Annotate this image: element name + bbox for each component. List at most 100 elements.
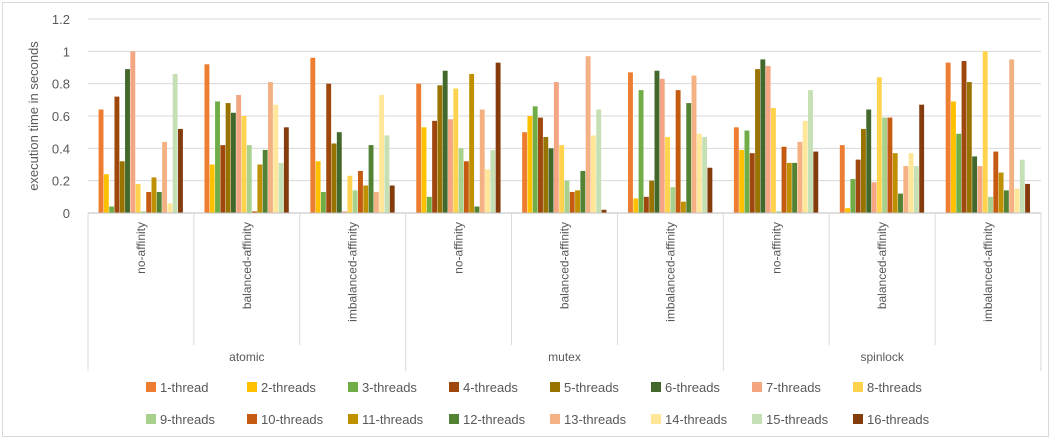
category-label: imbalanced-affinity bbox=[346, 222, 360, 322]
bar bbox=[919, 104, 925, 213]
bar bbox=[988, 196, 993, 213]
bar bbox=[156, 191, 162, 213]
y-tick-label: 1.2 bbox=[52, 12, 70, 27]
bar bbox=[358, 170, 363, 213]
legend-label: 3-threads bbox=[362, 380, 417, 395]
bar bbox=[781, 146, 787, 213]
bar bbox=[638, 90, 644, 213]
bar bbox=[961, 61, 967, 213]
legend-swatch bbox=[550, 382, 560, 392]
bar bbox=[564, 180, 570, 213]
bar bbox=[733, 127, 739, 213]
y-tick-label: 1 bbox=[63, 44, 70, 59]
bar bbox=[569, 191, 575, 213]
bar bbox=[257, 164, 263, 213]
group-label: mutex bbox=[548, 350, 581, 364]
bar bbox=[808, 90, 813, 213]
legend-label: 6-threads bbox=[665, 380, 720, 395]
bar bbox=[553, 82, 559, 213]
bar bbox=[744, 130, 750, 213]
legend-swatch bbox=[146, 382, 156, 392]
legend-label: 16-threads bbox=[867, 412, 930, 427]
bar bbox=[140, 211, 146, 213]
legend-swatch bbox=[348, 414, 358, 424]
bar bbox=[887, 117, 893, 213]
bar bbox=[114, 96, 120, 213]
bar bbox=[802, 120, 808, 213]
bar bbox=[490, 149, 496, 213]
bar bbox=[786, 162, 792, 213]
bar bbox=[898, 193, 903, 213]
bar bbox=[368, 145, 374, 213]
legend-label: 2-threads bbox=[261, 380, 316, 395]
legend-label: 4-threads bbox=[463, 380, 518, 395]
bar bbox=[268, 82, 273, 213]
bar bbox=[585, 56, 591, 214]
legend-label: 11-threads bbox=[362, 412, 424, 427]
bar bbox=[252, 211, 258, 213]
bar bbox=[590, 135, 596, 213]
legend-label: 13-threads bbox=[564, 412, 627, 427]
bar bbox=[665, 137, 670, 213]
legend-swatch bbox=[651, 382, 661, 392]
bar bbox=[225, 103, 231, 213]
bar bbox=[1019, 159, 1025, 213]
bar bbox=[273, 104, 279, 213]
bar bbox=[776, 211, 782, 213]
bar bbox=[707, 167, 713, 213]
bar bbox=[950, 101, 956, 213]
bar bbox=[1014, 188, 1020, 213]
bar bbox=[892, 153, 898, 213]
bar bbox=[845, 208, 850, 213]
bar bbox=[993, 151, 999, 213]
legend-label: 7-threads bbox=[766, 380, 821, 395]
bar bbox=[262, 149, 268, 213]
legend-swatch bbox=[247, 382, 257, 392]
group-label: atomic bbox=[229, 350, 264, 364]
bar bbox=[797, 141, 803, 213]
legend-label: 9-threads bbox=[160, 412, 215, 427]
legend-label: 1-thread bbox=[160, 380, 208, 395]
legend-swatch bbox=[449, 414, 459, 424]
bar bbox=[458, 148, 464, 213]
bar bbox=[363, 185, 369, 213]
bar bbox=[945, 62, 951, 214]
bar bbox=[649, 180, 655, 213]
bar bbox=[220, 145, 226, 213]
bar bbox=[972, 156, 978, 213]
y-tick-label: 0.2 bbox=[52, 174, 70, 189]
bar bbox=[1009, 59, 1015, 213]
bar bbox=[876, 77, 882, 213]
legend-label: 10-threads bbox=[261, 412, 324, 427]
legend-swatch bbox=[752, 414, 762, 424]
bar bbox=[696, 133, 702, 213]
category-label: no-affinity bbox=[769, 222, 783, 274]
legend-label: 14-threads bbox=[665, 412, 728, 427]
bar bbox=[532, 106, 538, 213]
bar bbox=[109, 206, 115, 213]
bar bbox=[580, 170, 586, 213]
category-label: imbalanced-affinity bbox=[663, 222, 677, 322]
bar bbox=[855, 159, 861, 213]
bar bbox=[966, 82, 972, 213]
bar bbox=[278, 162, 284, 213]
category-label: no-affinity bbox=[452, 222, 466, 274]
bar bbox=[813, 151, 819, 213]
bar bbox=[442, 70, 448, 213]
category-label: balanced-affinity bbox=[875, 222, 889, 309]
bar bbox=[903, 166, 909, 213]
bar bbox=[167, 203, 173, 213]
bar bbox=[125, 69, 130, 214]
bar bbox=[839, 145, 845, 213]
bar bbox=[755, 69, 760, 214]
bar bbox=[146, 191, 152, 213]
group-label: spinlock bbox=[860, 350, 904, 364]
legend-swatch bbox=[247, 414, 257, 424]
bar bbox=[765, 65, 771, 213]
bar bbox=[342, 211, 348, 213]
bar bbox=[384, 135, 390, 213]
bar bbox=[982, 51, 988, 213]
bar bbox=[596, 109, 602, 213]
y-tick-label: 0.6 bbox=[52, 109, 70, 124]
bar bbox=[230, 112, 236, 213]
